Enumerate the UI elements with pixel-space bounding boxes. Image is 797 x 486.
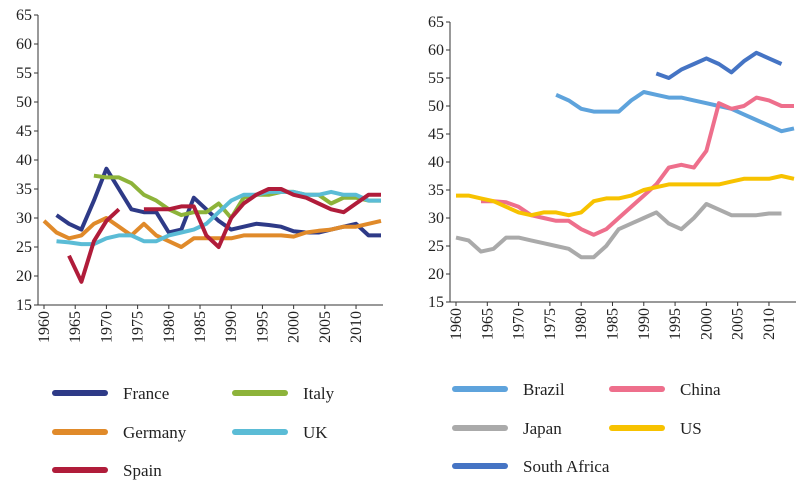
legend-label: China (680, 380, 721, 399)
x-tick-label: 1975 (542, 308, 559, 340)
y-tick-label: 35 (16, 181, 32, 198)
y-tick-label: 65 (16, 7, 32, 24)
legend-label: Spain (123, 461, 162, 480)
y-tick-label: 55 (428, 70, 444, 87)
y-tick-label: 25 (428, 238, 444, 255)
x-tick-label: 2000 (698, 308, 715, 340)
series-line (56, 189, 381, 247)
y-tick-label: 15 (428, 294, 444, 311)
x-tick-label: 1990 (636, 308, 653, 340)
legend-label: Italy (303, 384, 335, 403)
x-tick-label: 1970 (511, 308, 528, 340)
x-tick-label: 1965 (479, 308, 496, 340)
legend-label: South Africa (523, 457, 610, 476)
x-tick-label: 2000 (286, 311, 303, 343)
x-tick-label: 2005 (317, 311, 334, 343)
y-tick-label: 55 (16, 65, 32, 82)
series-line (67, 187, 381, 284)
y-tick-label: 15 (16, 297, 32, 314)
x-tick-label: 1990 (223, 311, 240, 343)
legend-label: Brazil (523, 380, 565, 399)
y-tick-label: 20 (428, 266, 444, 283)
legend-label: US (680, 419, 702, 438)
x-tick-label: 1995 (254, 311, 271, 343)
x-tick-label: 2010 (761, 308, 778, 340)
x-tick-label: 1995 (667, 308, 684, 340)
x-tick-label: 1965 (67, 311, 84, 343)
legend-label: Japan (523, 419, 562, 438)
x-tick-label: 2010 (348, 311, 365, 343)
y-tick-label: 30 (428, 210, 444, 227)
y-tick-label: 35 (428, 182, 444, 199)
legend-label: Germany (123, 423, 187, 442)
y-tick-label: 60 (16, 36, 32, 53)
x-tick-label: 1980 (161, 311, 178, 343)
x-tick-label: 1980 (573, 308, 590, 340)
y-tick-label: 65 (428, 14, 444, 31)
x-tick-label: 1975 (130, 311, 147, 343)
y-tick-label: 25 (16, 239, 32, 256)
y-tick-label: 50 (16, 94, 32, 111)
y-tick-label: 50 (428, 98, 444, 115)
y-tick-label: 60 (428, 42, 444, 59)
series-line (555, 90, 795, 134)
series-line (42, 216, 382, 249)
x-tick-label: 1960 (448, 308, 465, 340)
x-tick-label: 1960 (36, 311, 53, 343)
x-tick-label: 2005 (730, 308, 747, 340)
y-tick-label: 40 (16, 152, 32, 169)
y-tick-label: 20 (16, 268, 32, 285)
series-line (456, 174, 795, 218)
y-tick-label: 45 (16, 123, 32, 140)
legend-label: France (123, 384, 169, 403)
x-tick-label: 1985 (604, 308, 621, 340)
y-tick-label: 45 (428, 126, 444, 143)
y-tick-label: 40 (428, 154, 444, 171)
x-tick-label: 1985 (192, 311, 209, 343)
series-line (655, 50, 783, 80)
legend-label: UK (303, 423, 328, 442)
series-line (455, 202, 782, 260)
x-tick-label: 1970 (98, 311, 115, 343)
y-tick-label: 30 (16, 210, 32, 227)
